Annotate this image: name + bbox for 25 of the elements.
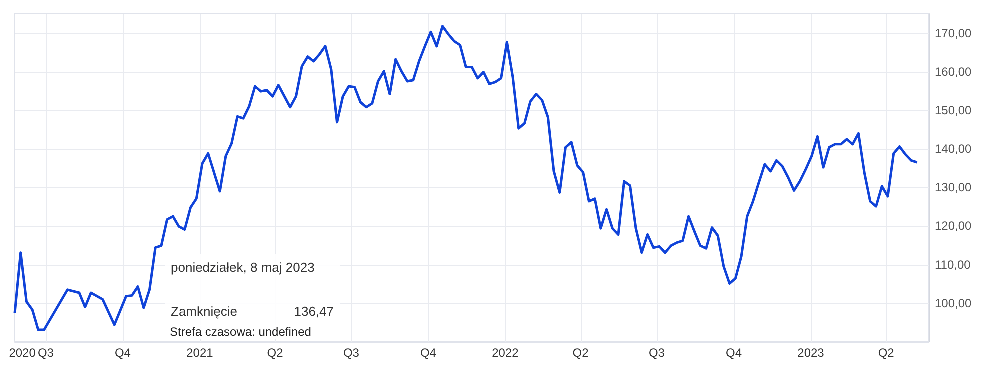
x-tick-label: Q3 bbox=[648, 346, 666, 360]
x-tick-label: Q3 bbox=[343, 346, 360, 360]
x-tick-label: 2023 bbox=[798, 346, 825, 360]
x-tick-label: Q2 bbox=[878, 346, 895, 360]
x-tick-label: 2020 bbox=[9, 346, 36, 360]
x-tick-label: Q4 bbox=[114, 346, 132, 360]
x-tick-label: 2022 bbox=[492, 346, 520, 360]
y-tick-label: 130,00 bbox=[935, 180, 972, 195]
y-tick-label: 100,00 bbox=[935, 296, 972, 310]
annotation: Strefa czasowa: undefined bbox=[170, 325, 312, 339]
y-tick-label: 140,00 bbox=[935, 142, 972, 156]
y-tick-label: 120,00 bbox=[935, 219, 972, 234]
y-tick-label: 150,00 bbox=[935, 103, 972, 118]
y-tick-label: 170,00 bbox=[935, 26, 972, 40]
x-tick-label: Q4 bbox=[726, 346, 742, 360]
annotation: Zamknięcie bbox=[171, 304, 238, 319]
x-tick-label: Q2 bbox=[267, 346, 284, 360]
x-tick-label: Q2 bbox=[572, 346, 590, 360]
x-tick-label: Q3 bbox=[38, 346, 54, 360]
y-tick-label: 110,00 bbox=[935, 258, 972, 272]
x-tick-label: Q4 bbox=[420, 346, 437, 360]
annotation: 136,47 bbox=[294, 304, 334, 319]
y-tick-label: 160,00 bbox=[935, 64, 972, 79]
annotation: poniedziałek, 8 maj 2023 bbox=[171, 260, 315, 275]
x-tick-label: 2021 bbox=[186, 346, 214, 360]
